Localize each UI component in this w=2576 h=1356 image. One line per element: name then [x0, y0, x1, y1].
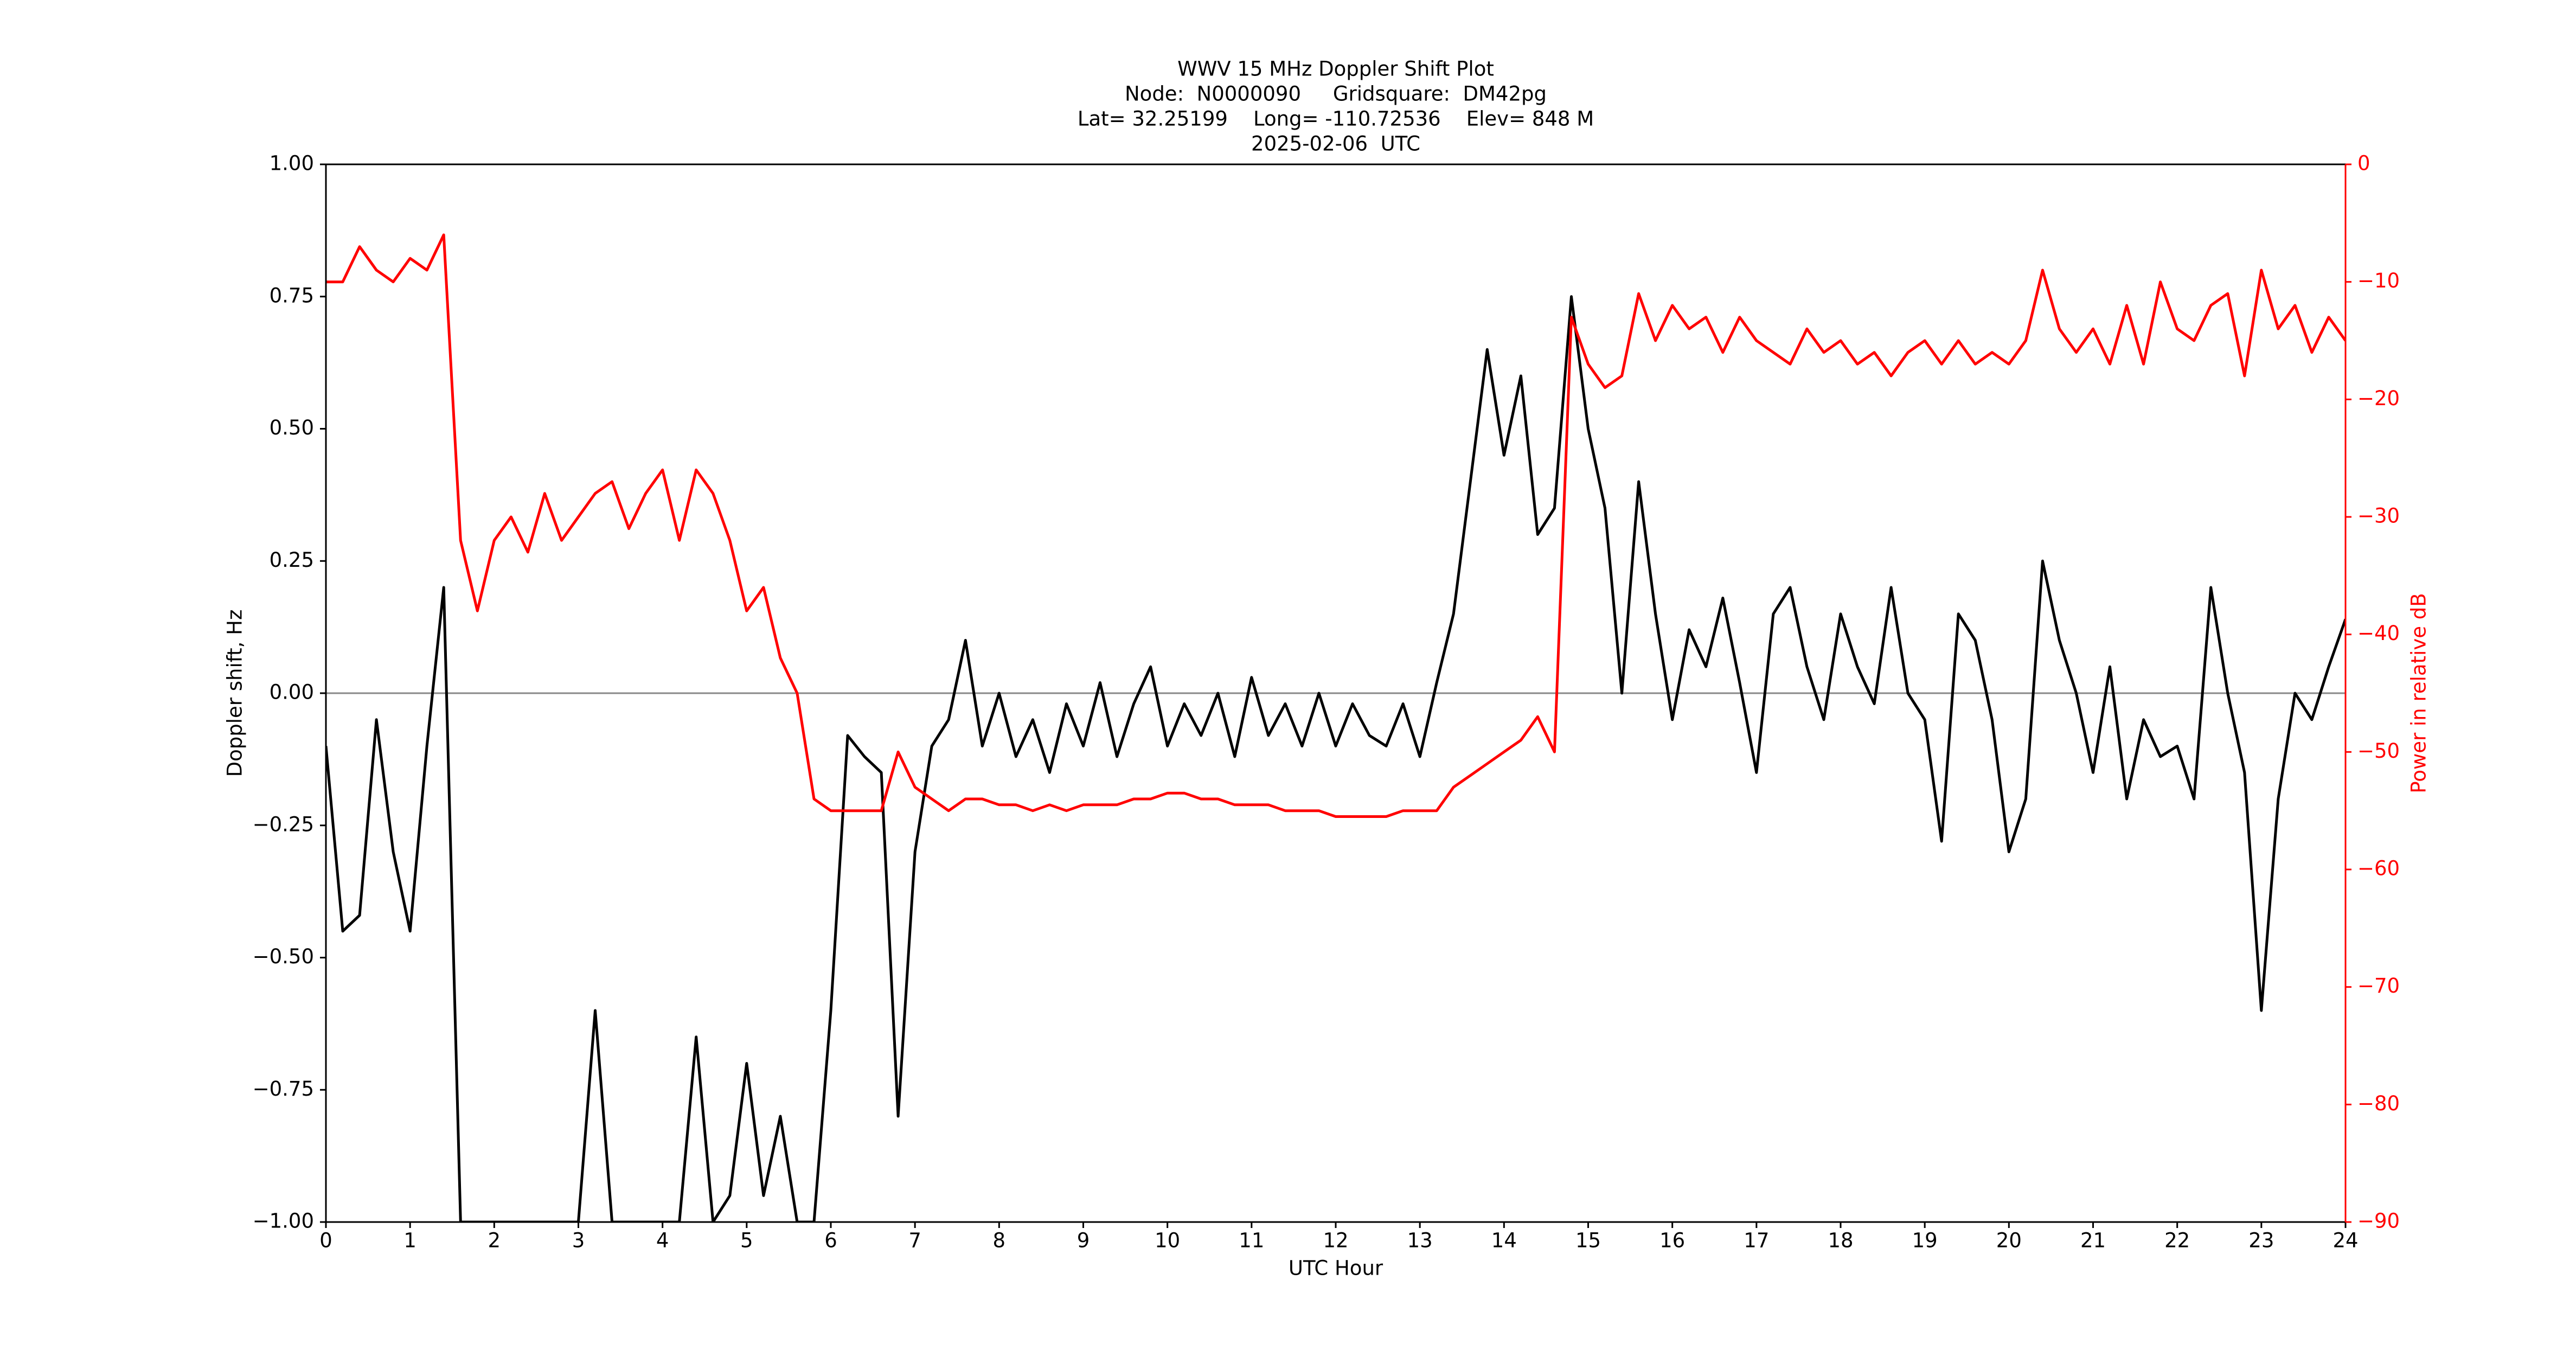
- x-tick-label: 2: [488, 1229, 501, 1252]
- chart-subtitle: Lat= 32.25199 Long= -110.72536 Elev= 848…: [1078, 107, 1594, 131]
- y-tick-label: 0.75: [270, 284, 314, 307]
- data-line: [326, 295, 2346, 1222]
- x-tick-label: 16: [1659, 1229, 1685, 1252]
- x-tick-label: 5: [740, 1229, 753, 1252]
- x-tick-label: 9: [1077, 1229, 1090, 1252]
- x-tick-label: 8: [993, 1229, 1006, 1252]
- x-tick-label: 15: [1575, 1229, 1601, 1252]
- x-tick-label: 12: [1323, 1229, 1348, 1252]
- y2-tick-label: −10: [2357, 269, 2400, 292]
- x-tick-label: 3: [572, 1229, 585, 1252]
- y-tick-label: −0.25: [253, 813, 314, 836]
- x-tick-label: 17: [1744, 1229, 1769, 1252]
- y-tick-label: 0.00: [270, 681, 314, 704]
- x-tick-label: 0: [319, 1229, 332, 1252]
- y-tick-label: −1.00: [253, 1210, 314, 1233]
- chart-subtitle: 2025-02-06 UTC: [1251, 132, 1420, 156]
- data-line: [326, 233, 2346, 818]
- x-tick-label: 7: [908, 1229, 921, 1252]
- x-tick-label: 21: [2080, 1229, 2106, 1252]
- x-tick-label: 11: [1239, 1229, 1264, 1252]
- y-tick-label: 0.25: [270, 548, 314, 572]
- y2-tick-label: −40: [2357, 622, 2400, 645]
- x-tick-label: 19: [1912, 1229, 1938, 1252]
- y-tick-label: 0.50: [270, 416, 314, 439]
- x-tick-label: 23: [2248, 1229, 2274, 1252]
- x-axis-label: UTC Hour: [1289, 1257, 1383, 1280]
- y-tick-label: −0.50: [253, 945, 314, 968]
- y2-tick-label: −20: [2357, 387, 2400, 410]
- x-tick-label: 13: [1407, 1229, 1433, 1252]
- x-tick-label: 4: [656, 1229, 669, 1252]
- x-tick-label: 10: [1155, 1229, 1180, 1252]
- y2-tick-label: −60: [2357, 857, 2400, 880]
- x-tick-label: 1: [403, 1229, 416, 1252]
- y2-tick-label: 0: [2357, 152, 2370, 175]
- chart-subtitle: Node: N0000090 Gridsquare: DM42pg: [1125, 82, 1547, 106]
- x-tick-label: 6: [824, 1229, 837, 1252]
- chart-title: WWV 15 MHz Doppler Shift Plot: [1177, 57, 1494, 81]
- y-axis-label: Doppler shift, Hz: [223, 610, 247, 777]
- x-tick-label: 20: [1996, 1229, 2022, 1252]
- x-tick-label: 22: [2164, 1229, 2190, 1252]
- y2-tick-label: −90: [2357, 1210, 2400, 1233]
- y-tick-label: 1.00: [270, 152, 314, 175]
- y2-tick-label: −50: [2357, 739, 2400, 763]
- y-tick-label: −0.75: [253, 1077, 314, 1101]
- y2-axis-label: Power in relative dB: [2407, 593, 2431, 793]
- y2-tick-label: −30: [2357, 504, 2400, 528]
- x-tick-label: 14: [1491, 1229, 1517, 1252]
- x-tick-label: 24: [2333, 1229, 2358, 1252]
- x-tick-label: 18: [1828, 1229, 1853, 1252]
- y2-tick-label: −80: [2357, 1092, 2400, 1115]
- y2-tick-label: −70: [2357, 974, 2400, 997]
